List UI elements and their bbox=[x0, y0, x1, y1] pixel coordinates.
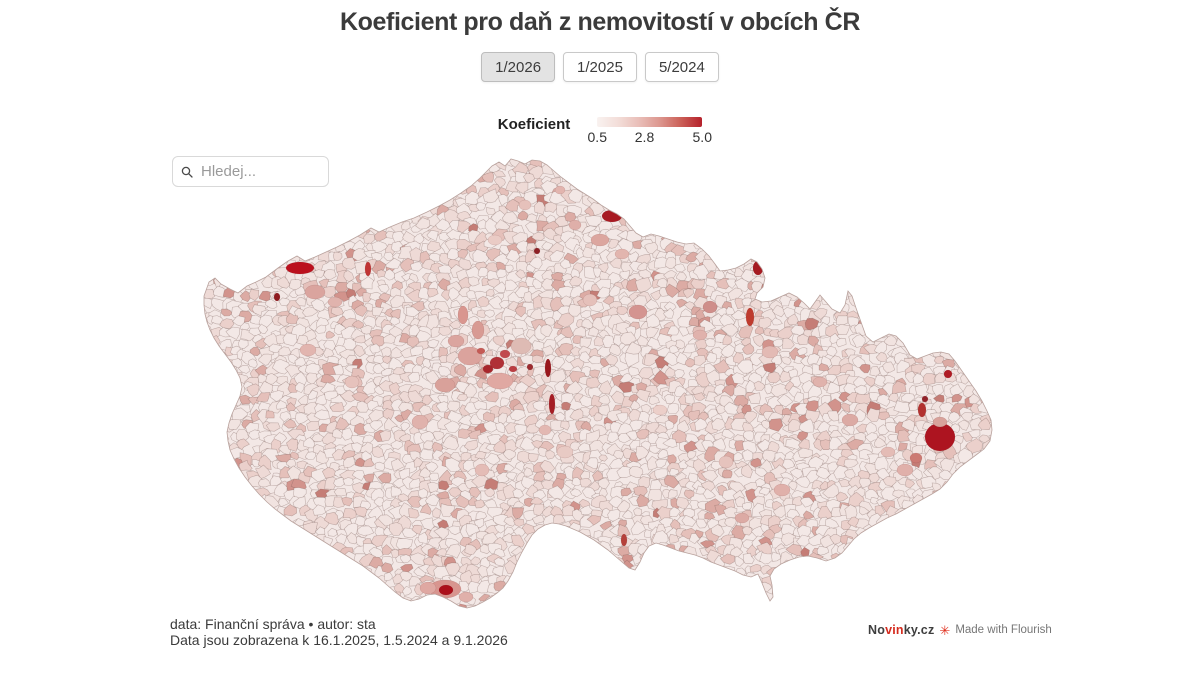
czech-republic-choropleth-map[interactable] bbox=[190, 148, 1006, 624]
tab-1-2025[interactable]: 1/2025 bbox=[563, 52, 637, 82]
flourish-attribution[interactable]: Made with Flourish bbox=[955, 624, 1052, 636]
flourish-logo-icon: ✳ bbox=[939, 622, 951, 638]
data-source-line: data: Finanční správa • autor: sta bbox=[170, 616, 376, 632]
legend-tick-max: 5.0 bbox=[692, 129, 712, 145]
legend-gradient-bar bbox=[597, 117, 703, 127]
legend-title: Koeficient bbox=[497, 116, 571, 133]
novinky-logo[interactable]: Novinky.cz bbox=[868, 623, 935, 637]
legend: Koeficient 0.5 2.8 5.0 bbox=[0, 114, 1200, 145]
legend-tick-mid: 2.8 bbox=[634, 129, 655, 145]
highlighted-municipalities-layer[interactable] bbox=[273, 185, 956, 603]
legend-ticks: 0.5 2.8 5.0 bbox=[588, 129, 712, 145]
search-input[interactable] bbox=[199, 162, 320, 181]
attribution-bar: Novinky.cz ✳ Made with Flourish bbox=[868, 623, 1052, 637]
period-tab-group: 1/2026 1/2025 5/2024 bbox=[0, 52, 1200, 82]
municipalities-layer[interactable] bbox=[190, 148, 1006, 619]
data-note-line: Data jsou zobrazena k 16.1.2025, 1.5.202… bbox=[170, 632, 508, 648]
map-fill-layer bbox=[190, 148, 1006, 619]
country-border bbox=[203, 158, 993, 609]
legend-tick-min: 0.5 bbox=[587, 129, 607, 145]
legend-scale: 0.5 2.8 5.0 bbox=[588, 114, 712, 145]
tab-5-2024[interactable]: 5/2024 bbox=[644, 52, 719, 82]
search-box bbox=[172, 156, 329, 187]
tab-1-2026[interactable]: 1/2026 bbox=[481, 52, 556, 82]
footer-credits: data: Finanční správa • autor: sta Data … bbox=[170, 616, 508, 648]
page-title: Koeficient pro daň z nemovitostí v obcíc… bbox=[340, 8, 860, 36]
search-icon bbox=[181, 166, 193, 178]
